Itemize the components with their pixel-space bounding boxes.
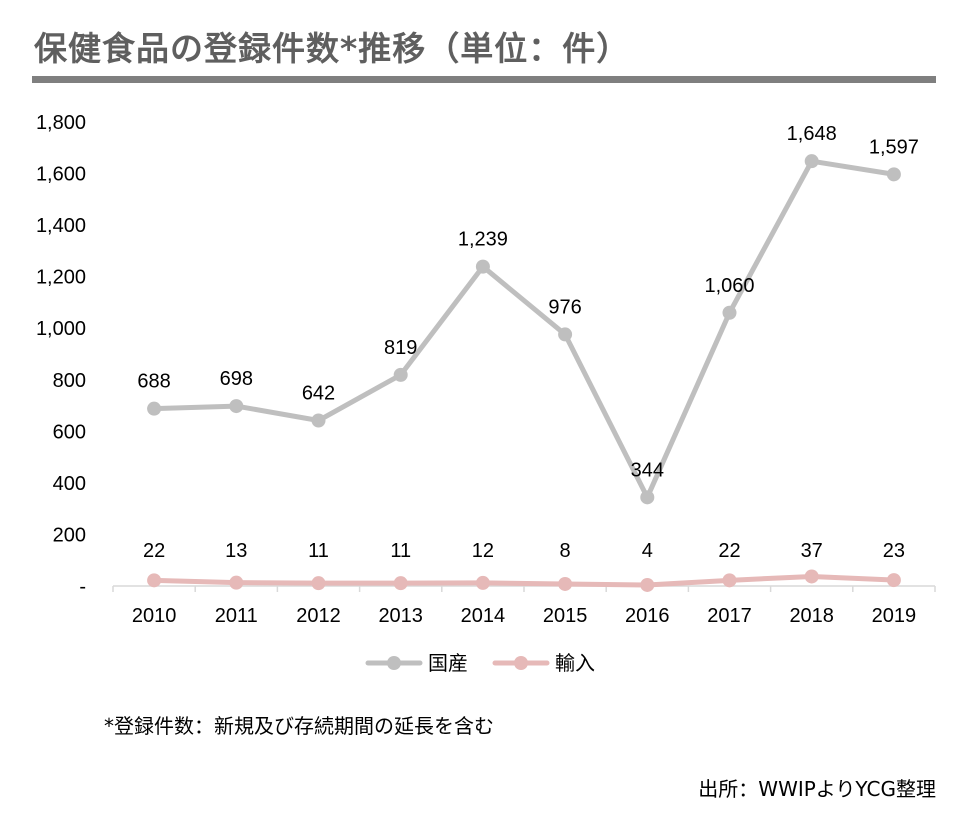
- data-point: [147, 573, 162, 588]
- x-tick-label: 2012: [296, 605, 341, 627]
- legend-label: 輸入: [555, 651, 595, 675]
- data-label: 12: [472, 540, 494, 562]
- data-point: [558, 327, 573, 342]
- line-chart: - 200 400 600 800 1,000 1,200 1,400 1,600 1,800 2…: [36, 112, 936, 675]
- data-label: 8: [560, 540, 571, 562]
- data-label: 344: [631, 459, 664, 481]
- y-tick-label: 600: [53, 421, 86, 443]
- y-tick-label: 1,400: [36, 215, 86, 237]
- data-label: 11: [390, 540, 411, 562]
- data-label: 819: [384, 337, 417, 359]
- data-point: [229, 399, 244, 414]
- source-note: 出所：WWIPよりYCG整理: [698, 777, 936, 801]
- data-point: [804, 154, 819, 169]
- data-label: 22: [718, 540, 740, 562]
- y-tick-label: 1,800: [36, 112, 86, 134]
- data-label: 1,597: [869, 136, 919, 158]
- legend-swatch-marker: [514, 656, 528, 670]
- legend-label: 国産: [428, 651, 468, 675]
- footnote: *登録件数：新規及び存続期間の延長を含む: [104, 714, 494, 738]
- data-label: 22: [143, 540, 165, 562]
- x-tick-label: 2018: [789, 605, 834, 627]
- data-point: [640, 577, 655, 592]
- x-tick-label: 2010: [132, 605, 177, 627]
- data-label: 23: [883, 540, 905, 562]
- y-tick-label: 200: [53, 524, 86, 546]
- data-point: [804, 569, 819, 584]
- title-divider: [32, 76, 936, 83]
- data-point: [475, 575, 490, 590]
- x-axis-tick-labels: 2010 2011 2012 2013 2014 2015 2016 2017 2018 2019: [132, 605, 916, 627]
- data-point: [229, 575, 244, 590]
- data-point: [393, 367, 408, 382]
- data-label: 37: [801, 540, 823, 562]
- series-domestic: 688 698 642 819 1,239 976 344 1,060 1,648 1,597: [137, 123, 919, 505]
- y-tick-label: 1,600: [36, 164, 86, 186]
- data-label: 642: [302, 383, 335, 405]
- y-axis-tick-labels: - 200 400 600 800 1,000 1,200 1,400 1,600 1,800: [36, 112, 86, 598]
- legend-swatch-marker: [387, 656, 401, 670]
- data-point: [722, 573, 737, 588]
- data-label: 976: [548, 296, 581, 318]
- series-import: 22 13 11 11 12 8 4 22 37 23: [143, 540, 905, 592]
- x-axis-tick-marks: [112, 586, 936, 592]
- data-point: [886, 167, 901, 182]
- y-tick-label: -: [79, 576, 86, 598]
- data-label: 4: [642, 540, 653, 562]
- x-tick-label: 2011: [215, 605, 258, 627]
- data-label: 688: [137, 371, 170, 393]
- data-point: [393, 576, 408, 591]
- page-title: 保健食品の登録件数*推移（単位：件）: [34, 29, 631, 68]
- x-tick-label: 2016: [625, 605, 670, 627]
- x-tick-label: 2019: [872, 605, 917, 627]
- legend: 国産 輸入: [365, 651, 595, 675]
- data-point: [558, 576, 573, 591]
- data-point: [147, 401, 162, 416]
- data-label: 1,239: [458, 229, 508, 251]
- data-label: 13: [225, 540, 247, 562]
- y-tick-label: 1,200: [36, 267, 86, 289]
- series-line: [151, 573, 897, 588]
- data-label: 698: [220, 368, 253, 390]
- data-label: 11: [308, 540, 329, 562]
- data-point: [475, 259, 490, 274]
- data-point: [886, 573, 901, 588]
- x-tick-label: 2014: [461, 605, 506, 627]
- x-tick-label: 2013: [378, 605, 423, 627]
- data-point: [311, 576, 326, 591]
- data-point: [722, 305, 737, 320]
- x-tick-label: 2017: [707, 605, 752, 627]
- data-label: 1,648: [787, 123, 837, 145]
- y-tick-label: 400: [53, 473, 86, 495]
- data-point: [311, 413, 326, 428]
- data-label: 1,060: [704, 275, 754, 297]
- y-tick-label: 1,000: [36, 318, 86, 340]
- x-tick-label: 2015: [543, 605, 588, 627]
- y-tick-label: 800: [53, 370, 86, 392]
- data-point: [640, 490, 655, 505]
- series-line: [151, 158, 897, 500]
